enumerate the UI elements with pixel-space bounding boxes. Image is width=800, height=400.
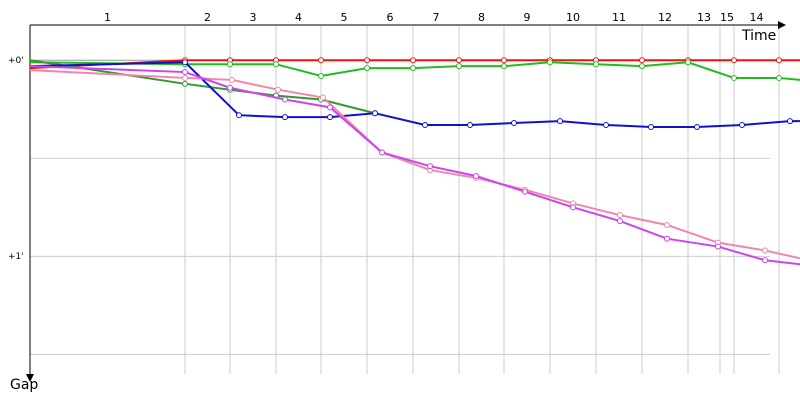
y-tick-label: +0' (8, 56, 24, 66)
gap-point (456, 57, 462, 64)
gap-point (664, 235, 670, 242)
lap-label: 14 (750, 11, 764, 24)
gap-point (410, 57, 416, 64)
gap-point (282, 114, 288, 121)
lap-label: 6 (387, 11, 394, 24)
gap-point (364, 57, 370, 64)
gap-point (511, 120, 517, 127)
lap-label: 13 (697, 11, 711, 24)
gap-point (557, 118, 563, 125)
gap-point (410, 65, 416, 72)
gap-point (776, 74, 782, 81)
lap-label: 15 (720, 11, 734, 24)
gap-point (182, 69, 188, 76)
gap-point (617, 218, 623, 225)
gap-point (762, 257, 768, 264)
gap-point (639, 57, 645, 64)
gap-point (182, 80, 188, 87)
lap-label: 7 (433, 11, 440, 24)
x-axis-title: Time (741, 28, 776, 44)
lap-label: 2 (204, 11, 211, 24)
gap-point (648, 123, 654, 130)
gap-point (229, 76, 235, 83)
gap-point (617, 212, 623, 219)
gap-line (29, 59, 800, 70)
gap-point (547, 59, 553, 66)
gap-point (593, 61, 599, 68)
lap-label: 12 (658, 11, 672, 24)
y-tick-label: +1' (8, 252, 24, 262)
gap-point (422, 121, 428, 128)
lap-label: 1 (104, 11, 111, 24)
gap-point (473, 172, 479, 179)
gap-point (685, 59, 691, 66)
lap-label: 9 (524, 11, 531, 24)
gap-point (762, 247, 768, 254)
gap-line (29, 69, 800, 260)
gap-point (427, 163, 433, 170)
gap-point (327, 104, 333, 111)
lap-label: 5 (341, 11, 348, 24)
gap-point (456, 63, 462, 70)
gap-point (715, 243, 721, 250)
gap-point (731, 74, 737, 81)
gap-point (182, 59, 188, 66)
gap-point (570, 204, 576, 211)
gap-point (236, 112, 242, 119)
gap-point (227, 84, 233, 91)
gap-point (273, 61, 279, 68)
gap-point (275, 86, 281, 93)
gap-point (639, 63, 645, 70)
gap-point (227, 61, 233, 68)
gap-point (731, 57, 737, 64)
lap-label: 11 (612, 11, 626, 24)
gap-point (282, 96, 288, 103)
gap-point (379, 149, 385, 156)
gap-point (522, 188, 528, 195)
lap-label: 10 (566, 11, 580, 24)
gap-point (694, 123, 700, 130)
gap-point (776, 57, 782, 64)
gap-point (739, 121, 745, 128)
gap-point (467, 121, 473, 128)
lap-label: 8 (478, 11, 485, 24)
lap-label: 3 (250, 11, 257, 24)
gap-point (787, 118, 793, 125)
gap-point (603, 121, 609, 128)
x-arrow (778, 21, 786, 29)
gap-point (327, 114, 333, 121)
gap-point (364, 65, 370, 72)
gap-point (318, 72, 324, 79)
gap-point (318, 57, 324, 64)
gap-point (372, 110, 378, 117)
gap-point (320, 94, 326, 101)
gap-line (29, 61, 800, 81)
y-axis-title: Gap (10, 377, 38, 393)
gap-point (501, 57, 507, 64)
gap-point (501, 63, 507, 70)
gap-point (664, 221, 670, 228)
gap-point (182, 74, 188, 81)
gap-line (29, 61, 800, 128)
y-arrow (26, 374, 34, 382)
lap-label: 4 (295, 11, 302, 24)
